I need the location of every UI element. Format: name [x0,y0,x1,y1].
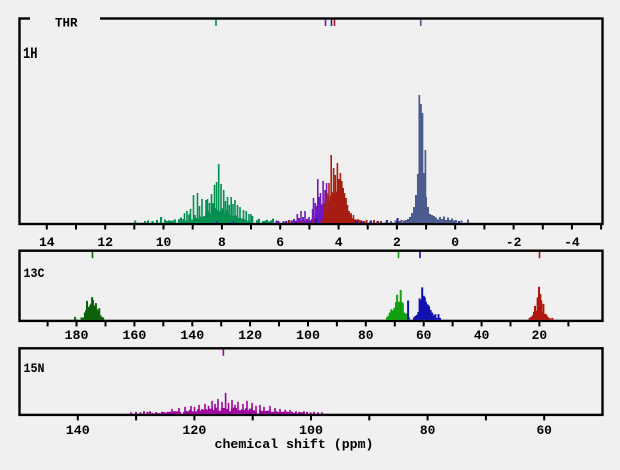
svg-text:1H: 1H [23,45,38,63]
svg-text:40: 40 [474,328,490,343]
svg-text:100: 100 [299,423,323,438]
svg-text:120: 120 [238,328,262,343]
svg-text:13C: 13C [24,266,45,281]
svg-text:80: 80 [358,328,374,343]
svg-text:60: 60 [416,328,432,343]
svg-text:2: 2 [393,235,401,250]
svg-text:15N: 15N [24,361,45,376]
svg-text:100: 100 [296,328,320,343]
svg-text:80: 80 [420,423,436,438]
svg-text:6: 6 [276,235,284,250]
svg-text:12: 12 [97,235,113,250]
svg-text:180: 180 [65,328,89,343]
svg-text:4: 4 [335,235,343,250]
svg-text:140: 140 [180,328,204,343]
svg-text:10: 10 [156,235,172,250]
svg-text:0: 0 [451,235,459,250]
svg-text:-4: -4 [564,235,580,250]
svg-text:120: 120 [182,423,206,438]
svg-text:60: 60 [536,423,552,438]
svg-text:14: 14 [39,235,55,250]
svg-text:8: 8 [218,235,226,250]
svg-text:chemical shift (ppm): chemical shift (ppm) [215,437,374,452]
svg-text:140: 140 [66,423,90,438]
svg-text:THR: THR [55,15,78,30]
svg-text:-2: -2 [506,235,522,250]
svg-text:20: 20 [532,328,548,343]
svg-text:160: 160 [122,328,146,343]
